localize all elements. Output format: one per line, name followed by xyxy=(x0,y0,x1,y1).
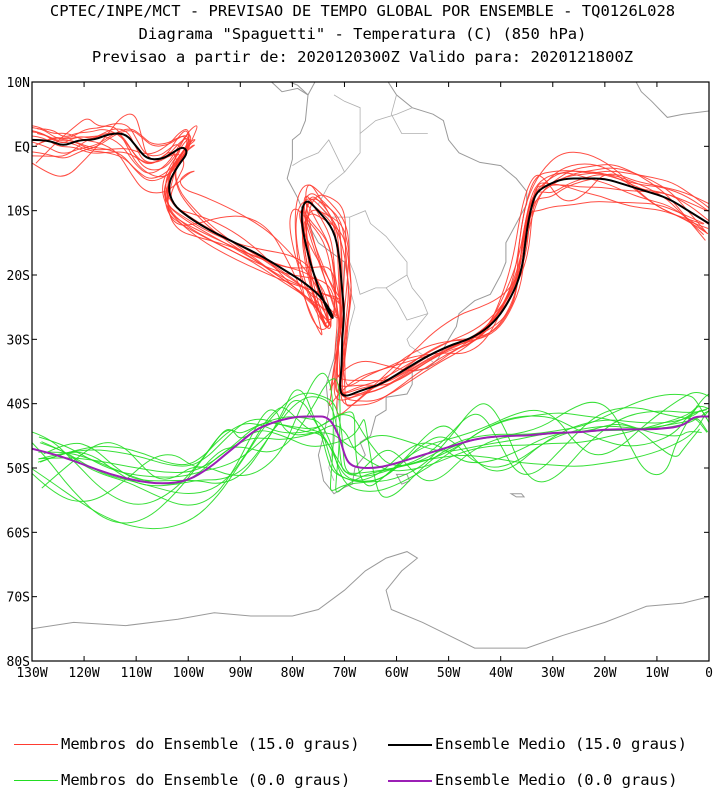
coastline-antarctica xyxy=(32,551,709,649)
plot-frame xyxy=(31,81,710,662)
x-tick-label: 40W xyxy=(489,666,513,681)
x-tick-label: 0 xyxy=(705,666,713,681)
x-tick-label: 130W xyxy=(16,666,47,681)
legend-swatch-members-0 xyxy=(14,780,58,781)
ensemble-member-line-0-6 xyxy=(37,393,708,466)
country-border-3 xyxy=(344,107,413,173)
ensemble-member-line-0-10 xyxy=(38,396,707,478)
ensemble-member-line-15-11 xyxy=(32,135,709,399)
coastline-central-america xyxy=(270,82,309,96)
ensemble-member-line-0-11 xyxy=(32,378,709,502)
legend: Membros do Ensemble (15.0 graus) Ensembl… xyxy=(0,730,725,792)
country-border-1 xyxy=(349,210,408,295)
x-tick-label: 10W xyxy=(645,666,669,681)
ensemble-member-line-0-0 xyxy=(41,372,709,491)
country-border-4 xyxy=(292,139,345,173)
legend-item-mean-15: Ensemble Medio (15.0 graus) xyxy=(388,735,687,753)
y-tick-label: 40S xyxy=(7,398,30,413)
ensemble-mean-layer xyxy=(32,132,709,485)
legend-item-members-0: Membros do Ensemble (0.0 graus) xyxy=(14,771,350,789)
legend-label-mean-0: Ensemble Medio (0.0 graus) xyxy=(435,771,678,789)
legend-item-mean-0: Ensemble Medio (0.0 graus) xyxy=(388,771,678,789)
country-border-7 xyxy=(333,94,361,134)
chart-titles: CPTEC/INPE/MCT - PREVISAO DE TEMPO GLOBA… xyxy=(0,0,725,80)
x-tick-label: 60W xyxy=(385,666,409,681)
x-tick-label: 90W xyxy=(229,666,253,681)
legend-label-mean-15: Ensemble Medio (15.0 graus) xyxy=(435,735,687,753)
x-tick-label: 80W xyxy=(281,666,305,681)
axes-layer: 130W 120W 110W 100W 90W 80W 70W 60W 50W 40W 30W 20W… xyxy=(7,76,713,681)
coastline-south-america xyxy=(286,82,528,495)
x-tick-label: 70W xyxy=(333,666,357,681)
ensemble-mean-15-line xyxy=(32,132,709,397)
legend-item-members-15: Membros do Ensemble (15.0 graus) xyxy=(14,735,360,753)
legend-swatch-members-15 xyxy=(14,744,58,745)
y-tick-label: 70S xyxy=(7,591,30,606)
legend-swatch-mean-15 xyxy=(388,743,432,746)
y-tick-label: 80S xyxy=(7,655,30,670)
title-line-1: CPTEC/INPE/MCT - PREVISAO DE TEMPO GLOBA… xyxy=(49,2,676,20)
x-tick-label: 20W xyxy=(593,666,617,681)
y-tick-label: 10S xyxy=(7,205,30,220)
ensemble-member-line-0-12 xyxy=(32,392,709,505)
y-tick-label: 10N xyxy=(7,76,30,91)
legend-swatch-mean-0 xyxy=(388,779,432,782)
coastline-south-georgia xyxy=(509,493,526,498)
title-line-3: Previsao a partir de: 2020120300Z Valido… xyxy=(91,48,634,66)
legend-label-members-0: Membros do Ensemble (0.0 graus) xyxy=(61,771,351,789)
x-tick-label: 110W xyxy=(120,666,151,681)
coastline-africa xyxy=(635,82,709,118)
country-border-6 xyxy=(406,313,434,363)
y-tick-label: 50S xyxy=(7,462,30,477)
y-tick-label: 20S xyxy=(7,269,30,284)
title-line-2: Diagrama "Spaguetti" - Temperatura (C) (… xyxy=(138,25,587,43)
spaghetti-map-chart: 130W 120W 110W 100W 90W 80W 70W 60W 50W 40W 30W 20W… xyxy=(7,76,713,681)
x-tick-label: 100W xyxy=(173,666,204,681)
y-tick-label: EQ xyxy=(14,140,30,155)
ensemble-member-line-0-13 xyxy=(32,392,709,530)
ensemble-member-line-15-10 xyxy=(32,127,705,386)
x-tick-label: 30W xyxy=(541,666,565,681)
country-border-8 xyxy=(390,94,428,134)
y-tick-label: 30S xyxy=(7,333,30,348)
x-tick-label: 50W xyxy=(437,666,461,681)
legend-label-members-15: Membros do Ensemble (15.0 graus) xyxy=(61,735,360,753)
ensemble-mean-0-line xyxy=(32,415,709,485)
y-tick-label: 60S xyxy=(7,526,30,541)
x-tick-label: 120W xyxy=(68,666,99,681)
map-outline-layer xyxy=(32,82,709,649)
